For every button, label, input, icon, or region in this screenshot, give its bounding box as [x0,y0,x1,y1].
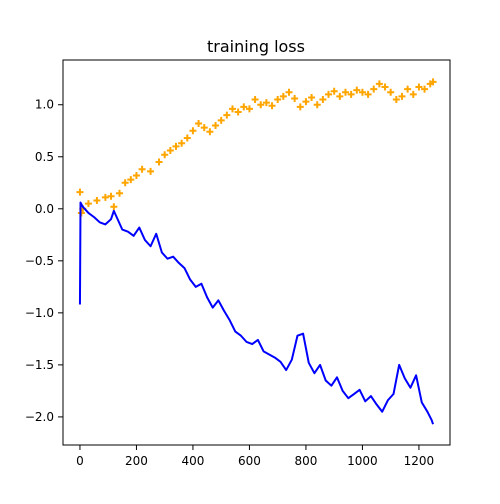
plot-frame [62,59,451,446]
y-tick-label: 0.5 [35,150,54,164]
data-point-marker [319,96,327,104]
data-point-marker [370,85,378,93]
data-point-marker [274,96,282,104]
x-tick-label: 400 [181,454,204,468]
data-point-marker [217,116,225,124]
data-point-marker [296,103,304,111]
data-point-marker [195,119,203,127]
data-point-marker [347,90,355,98]
data-point-marker [115,189,123,197]
data-point-marker [84,200,92,208]
y-tick-label: −2.0 [25,410,54,424]
data-point-marker [147,167,155,175]
data-point-marker [325,90,333,98]
data-point-marker [364,90,372,98]
x-tick-label: 0 [76,454,84,468]
data-point-marker [189,127,197,135]
y-tick-label: −0.5 [25,254,54,268]
data-point-marker [166,147,174,155]
data-point-marker [110,203,118,211]
axis-layer: 0 200 400 600 800 1000 1200 1.0 0.5 0.0 −0.5 −1.0 −1… [25,98,434,468]
data-point-marker [212,122,220,130]
data-point-marker [178,139,186,147]
y-tick-label: 0.0 [35,202,54,216]
data-point-marker [421,85,429,93]
data-point-marker [341,88,349,96]
data-point-marker [223,111,231,119]
data-point-marker [387,88,395,96]
data-point-marker [200,124,208,132]
data-point-marker [285,88,293,96]
data-point-marker [93,196,101,204]
series-line-1 [78,201,434,425]
data-point-marker [336,92,344,100]
data-point-marker [358,88,366,96]
data-point-marker [183,134,191,142]
x-tick-label: 200 [125,454,148,468]
data-point-marker [234,108,242,116]
data-point-marker [127,176,135,184]
data-point-marker [262,99,270,107]
series-layer [76,78,437,425]
series-markers-0 [76,78,437,217]
data-point-marker [291,95,299,102]
x-tick-label: 600 [238,454,261,468]
data-point-marker [132,172,140,179]
data-point-marker [257,101,265,109]
data-point-marker [398,92,406,100]
data-point-marker [251,96,259,104]
data-point-marker [172,142,180,150]
data-point-marker [375,80,383,88]
data-point-marker [392,96,400,104]
data-point-marker [353,86,361,94]
data-point-marker [268,102,276,110]
data-point-marker [76,188,84,196]
data-point-marker [330,87,338,95]
data-point-marker [313,101,321,109]
data-point-marker [228,105,236,113]
data-point-marker [302,98,310,106]
y-tick-label: −1.5 [25,358,54,372]
x-tick-label: 800 [294,454,317,468]
data-point-marker [138,165,146,173]
data-point-marker [101,193,109,201]
data-point-marker [121,179,129,187]
data-point-marker [155,158,163,166]
chart-title: training loss [207,37,305,56]
data-point-marker [308,93,316,101]
data-point-marker [245,105,253,113]
x-tick-label: 1200 [404,454,435,468]
data-point-marker [107,192,115,200]
data-point-marker [409,90,417,98]
data-point-marker [429,78,437,86]
data-point-marker [206,128,214,136]
data-point-marker [404,85,412,93]
data-point-marker [415,83,423,91]
x-tick-label: 1000 [347,454,378,468]
data-point-marker [279,92,287,100]
y-tick-label: −1.0 [25,306,54,320]
data-point-marker [240,103,248,111]
data-point-marker [381,83,389,91]
data-point-marker [161,151,169,159]
y-tick-label: 1.0 [35,98,54,112]
